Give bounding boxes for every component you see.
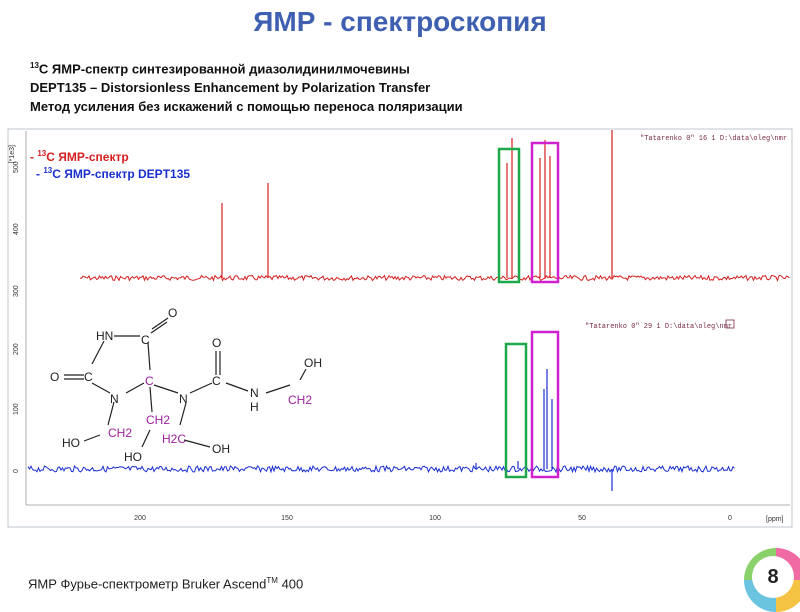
top-spectrum-note: "Tatarenko 0" 16 1 D:\data\oleg\nmr [640, 135, 787, 143]
note-box-icon [725, 319, 735, 329]
x-tick-label: 150 [281, 515, 293, 522]
svg-text:HO: HO [62, 436, 80, 450]
molecule-structure [64, 317, 307, 448]
svg-text:OH: OH [212, 442, 230, 456]
slide-subtitle: 13C ЯМР-спектр синтезированной диазолиди… [30, 56, 463, 116]
y-tick-label: 200 [13, 343, 20, 355]
red-spectrum-peaks [221, 130, 613, 278]
subtitle-line-2: DEPT135 – Distorsionless Enhancement by … [30, 80, 431, 96]
molecule-labels: HN O C O C N C N C O N H OH CH2 HO CH2 C… [50, 306, 322, 464]
slide-title: ЯМР - спектроскопия [253, 6, 547, 37]
subtitle-line-1: 13C ЯМР-спектр синтезированной диазолиди… [30, 61, 410, 77]
x-tick-label: 200 [134, 515, 146, 522]
nmr-spectrum-figure: [*1e3] 500 400 300 200 100 0 200 150 100… [7, 128, 793, 528]
svg-text:N: N [110, 392, 119, 406]
svg-text:OH: OH [304, 356, 322, 370]
svg-text:O: O [168, 306, 177, 320]
svg-text:O: O [212, 336, 221, 350]
x-unit-label: [ppm] [766, 516, 784, 523]
y-unit-label: [*1e3] [9, 145, 16, 163]
svg-text:H2C: H2C [162, 432, 186, 446]
x-tick-label: 100 [429, 515, 441, 522]
y-tick-label: 100 [13, 403, 20, 415]
svg-text:HO: HO [124, 450, 142, 464]
svg-text:CH2: CH2 [146, 413, 170, 427]
subtitle-line-3: Метод усиления без искажений с помощью п… [30, 99, 463, 115]
green-highlight-box-bottom [504, 342, 528, 479]
svg-text:C: C [212, 374, 221, 388]
x-tick-label: 50 [578, 515, 586, 522]
svg-text:H: H [250, 400, 259, 414]
legend-blue: - 13C ЯМР-спектр DEPT135 [36, 166, 190, 181]
svg-text:C: C [141, 333, 150, 347]
y-tick-label: 0 [13, 469, 20, 473]
svg-text:N: N [250, 386, 259, 400]
blue-spectrum-line [27, 464, 735, 474]
plot-frame [7, 128, 793, 528]
svg-text:N: N [179, 392, 188, 406]
page-number: 8 [752, 556, 794, 598]
legend-red: - 13C ЯМР-спектр [30, 149, 129, 164]
y-tick-label: 500 [13, 161, 20, 173]
svg-text:HN: HN [96, 329, 113, 343]
svg-text:C: C [145, 374, 154, 388]
svg-text:C: C [84, 370, 93, 384]
x-tick-label: 0 [728, 515, 732, 522]
green-highlight-box-top [497, 147, 521, 284]
svg-text:O: O [50, 370, 59, 384]
y-tick-label: 300 [13, 285, 20, 297]
bottom-spectrum-note: "Tatarenko 0" 29 1 D:\data\oleg\nmr [585, 323, 732, 331]
svg-text:CH2: CH2 [288, 393, 312, 407]
red-spectrum-line [79, 274, 790, 282]
svg-text:CH2: CH2 [108, 426, 132, 440]
blue-spectrum-peaks [475, 369, 613, 491]
footer-instrument: ЯМР Фурье-спектрометр Bruker AscendTM 40… [28, 576, 304, 592]
magenta-highlight-box-bottom [530, 330, 560, 479]
y-tick-label: 400 [13, 223, 20, 235]
magenta-highlight-box-top [530, 141, 560, 284]
